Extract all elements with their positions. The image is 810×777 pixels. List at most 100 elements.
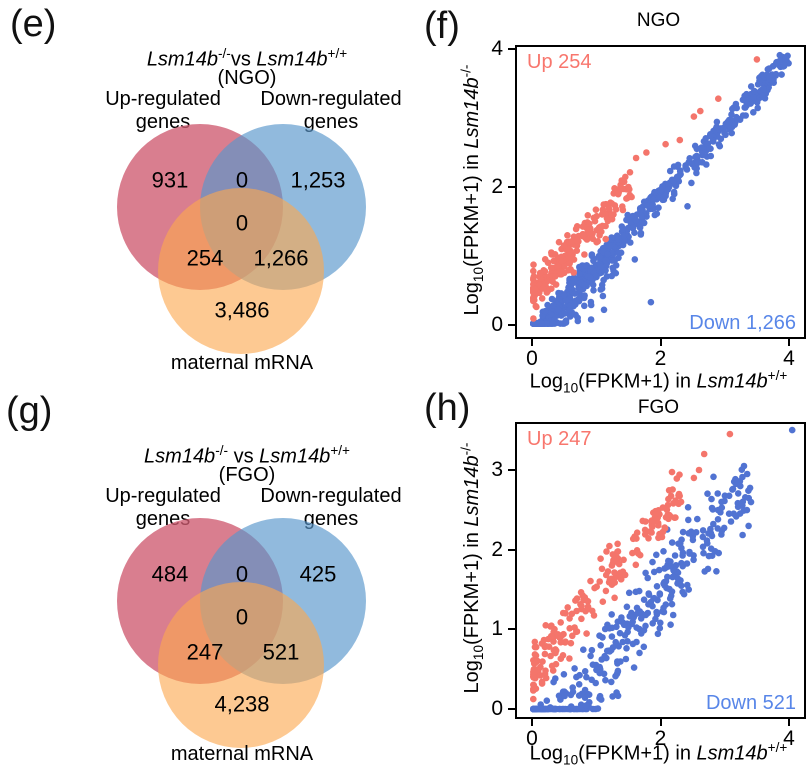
scatter-point-down-regulated xyxy=(741,104,748,111)
scatter-point-up-regulated xyxy=(603,215,611,222)
scatter-point-down-regulated xyxy=(600,306,608,314)
panel-scatter-ngo: (f) NGO Log10(FPKM+1) in Lsm14b-/- Up 25… xyxy=(408,0,810,396)
scatter-point-down-regulated xyxy=(700,549,707,557)
scatter-point-down-regulated xyxy=(739,473,746,481)
scatter-point-down-regulated xyxy=(541,308,549,315)
scatter-point-down-regulated xyxy=(587,298,595,306)
y-label-subscript: 10 xyxy=(471,266,487,283)
panel-scatter-fgo: (h) FGO Log10(FPKM+1) in Lsm14b-/- Up 24… xyxy=(408,388,810,777)
annotation-down-count: Down 521 xyxy=(705,692,796,714)
y-label-mid: (FPKM+1) in xyxy=(461,148,484,267)
scatter-point-down-regulated xyxy=(718,531,725,538)
scatter-point-down-regulated xyxy=(733,113,740,121)
scatter-point-up-regulated xyxy=(578,615,585,623)
scatter-point-down-regulated xyxy=(740,462,748,470)
scatter-point-down-regulated xyxy=(706,145,713,152)
scatter-point-down-regulated xyxy=(597,696,605,703)
scatter-point-up-regulated xyxy=(583,236,591,243)
scatter-point-down-regulated xyxy=(652,615,659,623)
scatter-point-up-regulated xyxy=(611,556,619,564)
scatter-point-up-regulated xyxy=(548,249,555,256)
panel-letter-e: (e) xyxy=(10,3,57,45)
scatter-point-up-regulated xyxy=(557,639,564,646)
venn-title-ngo: Lsm14b-/-vs Lsm14b+/+ xyxy=(35,46,459,72)
scatter-point-down-regulated xyxy=(679,549,687,557)
scatter-point-down-regulated xyxy=(570,705,577,713)
scatter-point-up-regulated xyxy=(611,569,618,576)
scatter-point-down-regulated xyxy=(599,634,606,641)
scatter-point-down-regulated xyxy=(547,704,554,711)
x-tick-mark xyxy=(531,719,534,726)
scatter-point-up-regulated xyxy=(531,651,539,658)
scatter-point-down-regulated xyxy=(614,660,621,667)
scatter-point-up-regulated xyxy=(599,210,606,218)
scatter-point-down-regulated xyxy=(655,566,663,574)
scatter-point-up-regulated xyxy=(531,285,539,293)
scatter-point-down-regulated xyxy=(597,263,605,271)
scatter-point-up-regulated xyxy=(592,206,600,213)
scatter-point-down-regulated xyxy=(683,166,691,173)
scatter-point-down-regulated xyxy=(728,111,735,118)
scatter-point-up-regulated xyxy=(669,486,676,493)
scatter-point-down-regulated xyxy=(660,548,667,555)
y-label-mid: (FPKM+1) in xyxy=(461,526,484,645)
venn-count-maternal-only: 4,238 xyxy=(214,692,269,717)
scatter-point-up-regulated xyxy=(530,273,538,280)
scatter-point-up-regulated xyxy=(675,490,683,498)
scatter-point-down-regulated xyxy=(714,490,721,497)
scatter-point-down-regulated xyxy=(538,320,545,327)
scatter-point-down-regulated xyxy=(589,661,597,668)
scatter-point-down-regulated xyxy=(743,470,751,478)
venn-count-up-maternal: 247 xyxy=(187,640,224,665)
y-tick-label: 4 xyxy=(491,37,503,60)
scatter-point-up-regulated xyxy=(597,223,604,231)
scatter-point-down-regulated xyxy=(649,201,656,209)
scatter-point-down-regulated xyxy=(653,551,660,559)
scatter-point-down-regulated xyxy=(657,619,664,627)
knockout-superscript: -/- xyxy=(215,443,229,458)
scatter-point-down-regulated xyxy=(715,549,722,557)
venn-count-down-maternal: 1,266 xyxy=(253,246,308,271)
scatter-point-up-regulated xyxy=(583,630,590,637)
scatter-point-down-regulated xyxy=(566,306,573,314)
scatter-point-down-regulated xyxy=(740,507,748,514)
scatter-point-down-regulated xyxy=(603,647,611,655)
panel-venn-ngo: (e) Lsm14b-/-vs Lsm14b+/+ (NGO) Up-regul… xyxy=(0,0,430,385)
scatter-point-down-regulated xyxy=(745,522,752,530)
scatter-point-up-regulated xyxy=(541,650,549,658)
scatter-point-down-regulated xyxy=(644,202,651,209)
scatter-point-up-regulated xyxy=(548,662,556,670)
x-label-gene: Lsm14b xyxy=(696,370,768,393)
scatter-point-up-regulated xyxy=(589,607,596,615)
scatter-point-down-regulated xyxy=(650,196,657,204)
plot-title-fgo: FGO xyxy=(637,397,680,418)
scatter-point-down-regulated xyxy=(714,516,722,523)
scatter-point-down-regulated xyxy=(708,495,715,503)
scatter-point-down-regulated xyxy=(725,510,733,517)
y-label-superscript: -/- xyxy=(458,64,474,78)
scatter-point-up-regulated xyxy=(593,583,600,590)
scatter-point-up-regulated xyxy=(564,604,571,611)
x-label-superscript: +/+ xyxy=(767,740,788,755)
scatter-point-down-regulated xyxy=(619,225,627,233)
y-tick-mark xyxy=(508,708,515,711)
scatter-point-up-regulated xyxy=(551,625,558,633)
scatter-point-down-regulated xyxy=(609,693,616,700)
scatter-point-down-regulated xyxy=(571,665,578,672)
scatter-point-down-regulated xyxy=(747,83,755,90)
scatter-point-down-regulated xyxy=(665,557,672,565)
scatter-point-down-regulated xyxy=(576,286,583,294)
scatter-point-down-regulated xyxy=(750,109,757,116)
scatter-point-down-regulated xyxy=(556,705,564,713)
scatter-point-down-regulated xyxy=(576,671,583,679)
scatter-point-down-regulated xyxy=(569,688,577,696)
scatter-point-down-regulated xyxy=(782,54,790,61)
panel-letter-g: (g) xyxy=(6,390,53,432)
scatter-point-down-regulated xyxy=(653,210,661,217)
scatter-point-down-regulated xyxy=(561,692,568,700)
scatter-point-down-regulated xyxy=(708,504,716,512)
scatter-point-up-regulated xyxy=(556,632,563,640)
scatter-point-up-regulated xyxy=(568,610,576,618)
scatter-point-up-regulated xyxy=(550,638,557,645)
vs-separator: vs xyxy=(230,48,257,71)
